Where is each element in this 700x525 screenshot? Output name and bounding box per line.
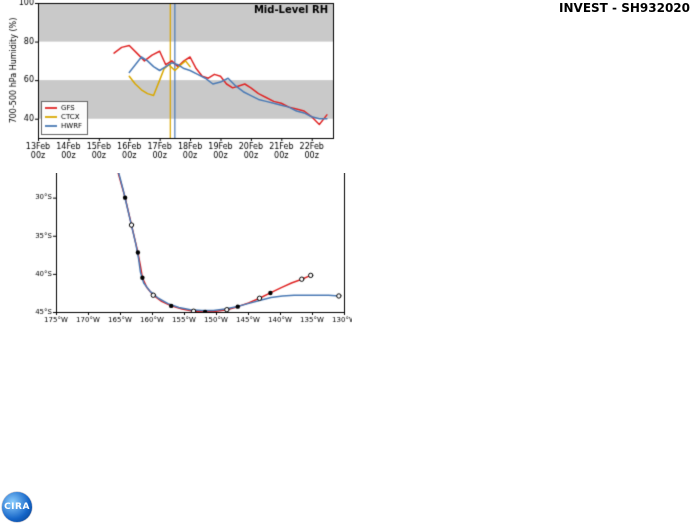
invest-id: INVEST - SH932020: [559, 1, 690, 15]
cira-logo: CIRA: [2, 492, 32, 522]
mid-level-rh-chart: [0, 0, 348, 166]
cira-logo-text: CIRA: [4, 502, 30, 512]
